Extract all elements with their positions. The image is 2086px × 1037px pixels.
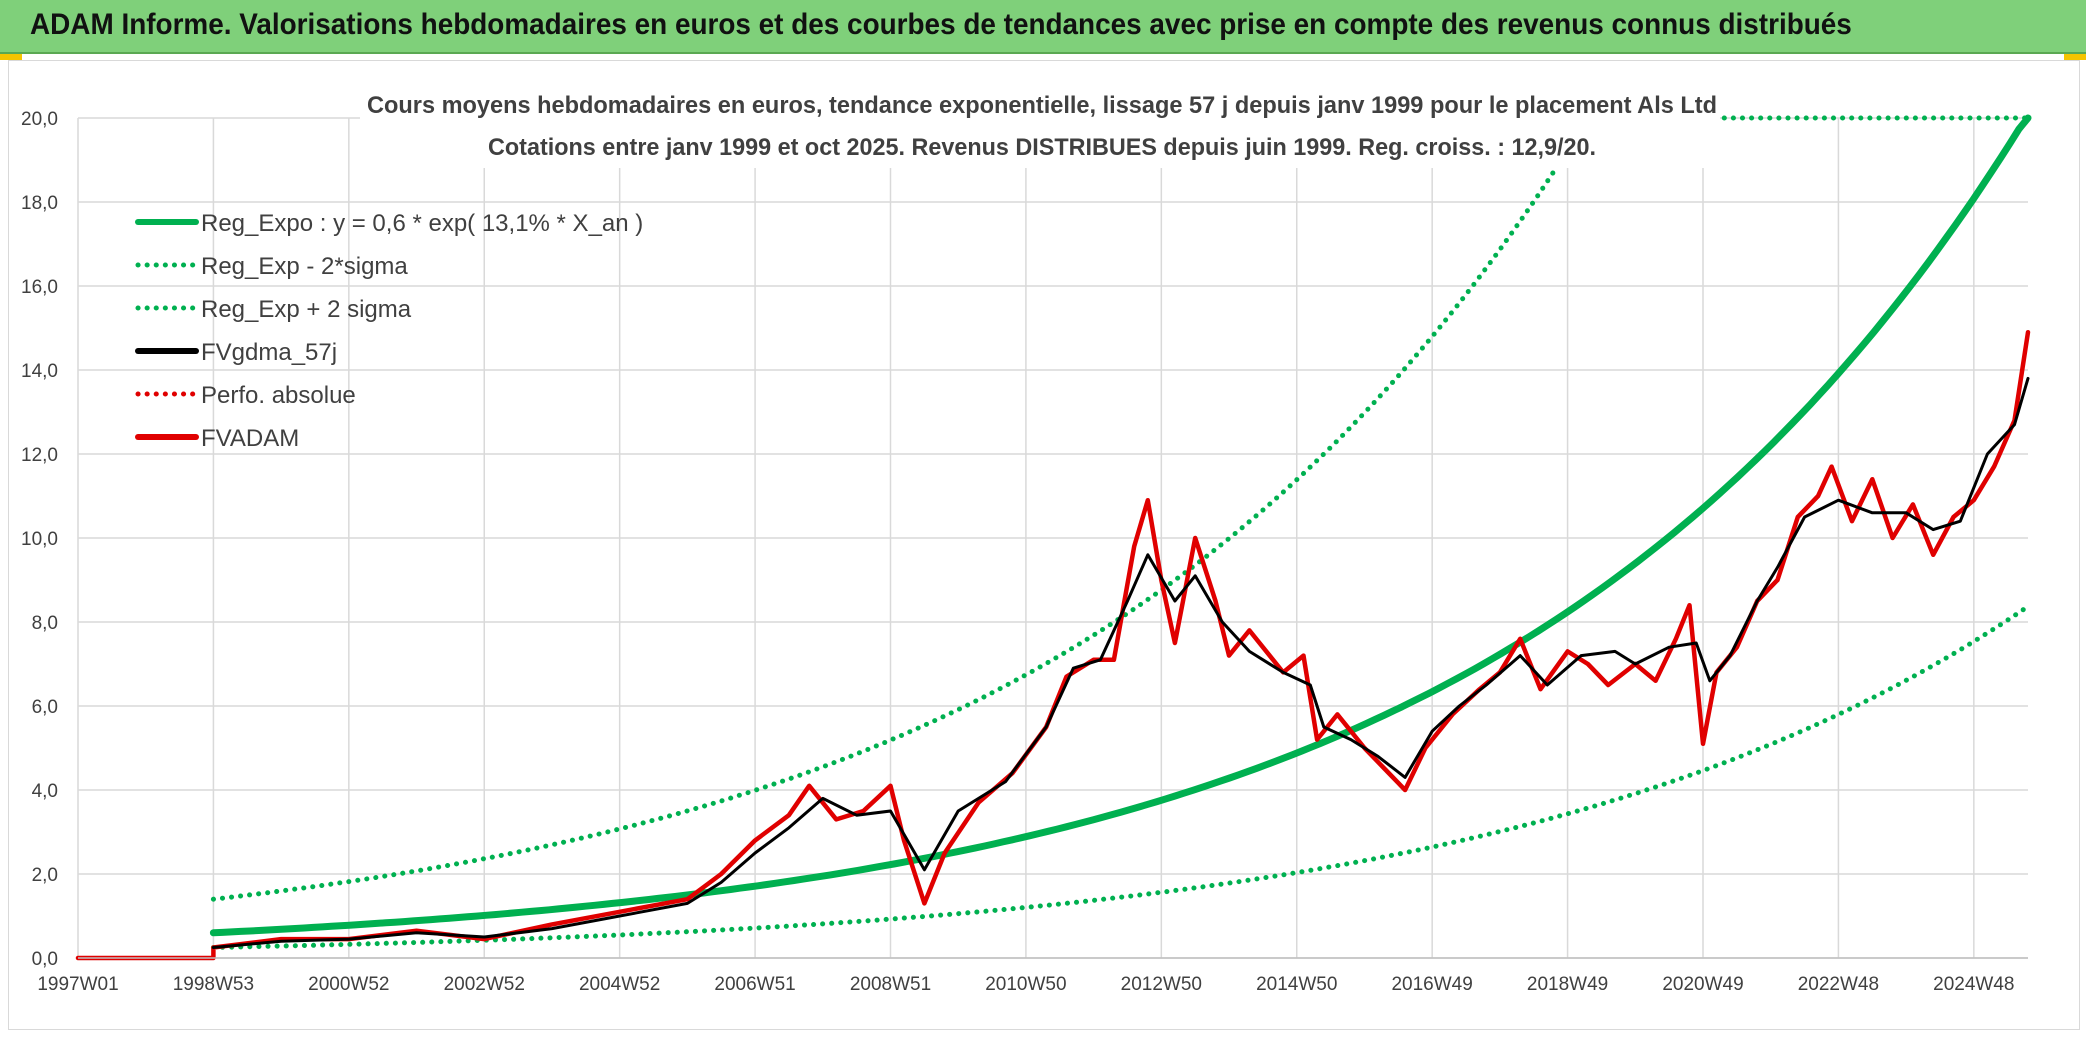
- y-tick-label: 2,0: [32, 865, 58, 886]
- legend-label-5: Perfo. absolue: [201, 382, 356, 409]
- x-tick-label: 2004W52: [579, 974, 660, 995]
- series-line-4: [211, 376, 2030, 949]
- x-tick-label: 2010W50: [985, 974, 1066, 995]
- banner-title: ADAM Informe. Valorisations hebdomadaire…: [30, 8, 1852, 41]
- chart-title-line2: Cotations entre janv 1999 et oct 2025. R…: [488, 134, 1596, 161]
- y-tick-label: 14,0: [21, 361, 58, 382]
- x-tick-label: 2002W52: [444, 974, 525, 995]
- y-tick-label: 10,0: [21, 529, 58, 550]
- title-banner: ADAM Informe. Valorisations hebdomadaire…: [0, 0, 2086, 54]
- series-line-3: [210, 115, 2031, 902]
- y-tick-label: 4,0: [32, 781, 58, 802]
- chart-title-background: [360, 84, 1720, 168]
- y-tick-label: 18,0: [21, 193, 58, 214]
- y-tick-label: 12,0: [21, 445, 58, 466]
- series-line-1: [209, 114, 2032, 937]
- legend-label-3: Reg_Exp + 2 sigma: [201, 296, 412, 323]
- y-tick-label: 0,0: [32, 949, 58, 970]
- legend-label-2: Reg_Exp - 2*sigma: [201, 253, 408, 280]
- series-line-6: [75, 329, 2031, 961]
- x-tick-label: 2022W48: [1798, 974, 1879, 995]
- y-tick-label: 20,0: [21, 109, 58, 130]
- x-tick-label: 1998W53: [173, 974, 254, 995]
- x-tick-label: 2024W48: [1933, 974, 2014, 995]
- x-tick-label: 2020W49: [1662, 974, 1743, 995]
- x-tick-label: 2018W49: [1527, 974, 1608, 995]
- corner-mark-right: [2064, 54, 2086, 60]
- y-tick-label: 6,0: [32, 697, 58, 718]
- corner-mark-left: [0, 54, 22, 60]
- x-tick-label: 2008W51: [850, 974, 931, 995]
- x-tick-label: 2006W51: [714, 974, 795, 995]
- y-tick-label: 16,0: [21, 277, 58, 298]
- legend-label-6: FVADAM: [201, 425, 299, 452]
- legend-label-4: FVgdma_57j: [201, 339, 337, 366]
- x-tick-label: 2000W52: [308, 974, 389, 995]
- chart-title-line1: Cours moyens hebdomadaires en euros, ten…: [367, 92, 1717, 119]
- x-tick-label: 2012W50: [1121, 974, 1202, 995]
- y-tick-label: 8,0: [32, 613, 58, 634]
- legend-label-1: Reg_Expo : y = 0,6 * exp( 13,1% * X_an ): [201, 210, 643, 237]
- x-tick-label: 2014W50: [1256, 974, 1337, 995]
- series-line-2: [210, 604, 2031, 950]
- x-tick-label: 2016W49: [1391, 974, 1472, 995]
- x-tick-label: 1997W01: [37, 974, 118, 995]
